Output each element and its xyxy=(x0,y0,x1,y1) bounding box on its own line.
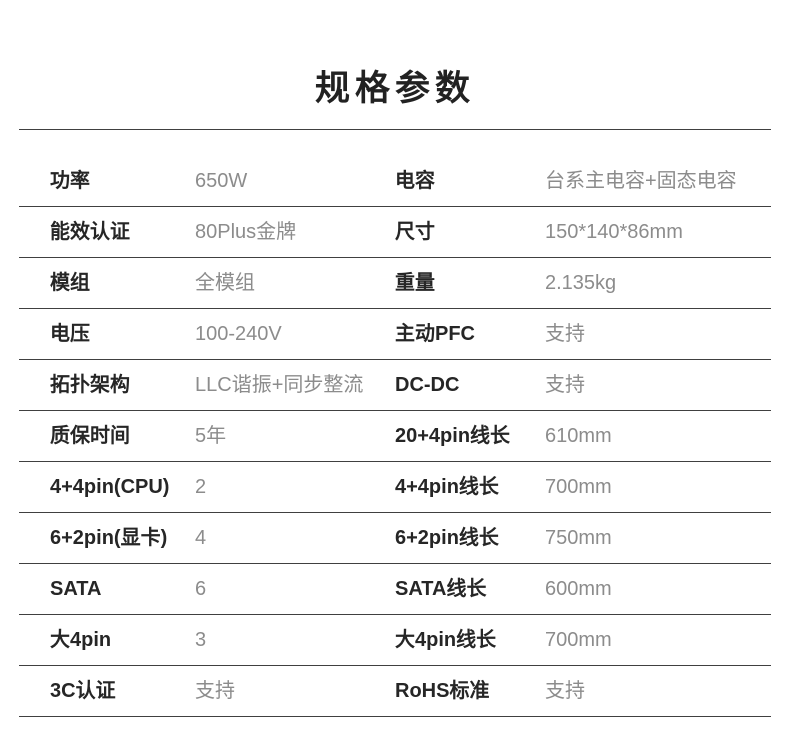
spec-label-right: 6+2pin线长 xyxy=(395,527,499,549)
spec-label-left: 6+2pin(显卡) xyxy=(50,527,168,549)
table-row: 6+2pin(显卡) 4 6+2pin线长 750mm xyxy=(19,513,771,564)
spec-value-right: 700mm xyxy=(545,476,612,498)
spec-value-left: 3 xyxy=(195,629,207,651)
spec-label-left: 质保时间 xyxy=(50,425,130,447)
spec-label-left: 能效认证 xyxy=(50,221,130,243)
spec-value-right: 支持 xyxy=(545,374,585,396)
spec-value-left: 5年 xyxy=(195,425,227,447)
spec-label-right: 主动PFC xyxy=(395,323,475,345)
spec-label-left: SATA xyxy=(50,578,102,600)
table-row: 大4pin 3 大4pin线长 700mm xyxy=(19,615,771,666)
spec-value-left: 650W xyxy=(195,170,248,192)
spec-label-right: DC-DC xyxy=(395,374,460,396)
spec-label-left: 模组 xyxy=(50,272,90,294)
spec-value-right: 150*140*86mm xyxy=(545,221,683,243)
spec-value-left: 100-240V xyxy=(195,323,282,345)
table-row: 3C认证 支持 RoHS标准 支持 xyxy=(19,666,771,717)
spec-label-right: 尺寸 xyxy=(395,221,435,243)
spec-label-left: 4+4pin(CPU) xyxy=(50,476,170,498)
spec-label-left: 功率 xyxy=(50,170,90,192)
table-row: 拓扑架构 LLC谐振+同步整流 DC-DC 支持 xyxy=(19,360,771,411)
spec-label-right: 4+4pin线长 xyxy=(395,476,499,498)
spec-value-right: 610mm xyxy=(545,425,612,447)
spec-label-left: 电压 xyxy=(50,323,90,345)
spec-value-right: 750mm xyxy=(545,527,612,549)
table-row: 功率 650W 电容 台系主电容+固态电容 xyxy=(19,156,771,207)
table-row: SATA 6 SATA线长 600mm xyxy=(19,564,771,615)
spec-value-right: 2.135kg xyxy=(545,272,617,294)
spec-value-left: 支持 xyxy=(195,680,235,702)
table-row: 模组 全模组 重量 2.135kg xyxy=(19,258,771,309)
page-title: 规格参数 xyxy=(314,69,475,108)
spec-value-right: 600mm xyxy=(545,578,612,600)
spec-value-left: 4 xyxy=(195,527,207,549)
spec-value-right: 支持 xyxy=(545,323,585,345)
spec-value-right: 台系主电容+固态电容 xyxy=(545,170,737,192)
spec-label-right: SATA线长 xyxy=(395,578,487,600)
spec-label-right: 电容 xyxy=(395,170,435,192)
spec-value-right: 支持 xyxy=(545,680,585,702)
table-row: 质保时间 5年 20+4pin线长 610mm xyxy=(19,411,771,462)
table-row: 能效认证 80Plus金牌 尺寸 150*140*86mm xyxy=(19,207,771,258)
spec-label-right: RoHS标准 xyxy=(395,680,490,702)
table-row: 4+4pin(CPU) 2 4+4pin线长 700mm xyxy=(19,462,771,513)
spec-value-right: 700mm xyxy=(545,629,612,651)
spec-label-left: 大4pin xyxy=(50,629,112,651)
spec-label-right: 20+4pin线长 xyxy=(395,425,511,447)
spec-value-left: 全模组 xyxy=(195,272,255,294)
table-row: 电压 100-240V 主动PFC 支持 xyxy=(19,309,771,360)
spec-value-left: 2 xyxy=(195,476,207,498)
spec-label-left: 拓扑架构 xyxy=(50,374,130,396)
spec-value-left: 6 xyxy=(195,578,207,600)
spec-label-right: 大4pin线长 xyxy=(395,629,497,651)
spec-table: 功率 650W 电容 台系主电容+固态电容 能效认证 80Plus金牌 尺寸 1… xyxy=(19,129,771,717)
spec-value-left: 80Plus金牌 xyxy=(195,221,297,243)
spec-value-left: LLC谐振+同步整流 xyxy=(195,374,364,396)
spec-label-left: 3C认证 xyxy=(50,680,116,702)
spec-label-right: 重量 xyxy=(395,272,435,294)
